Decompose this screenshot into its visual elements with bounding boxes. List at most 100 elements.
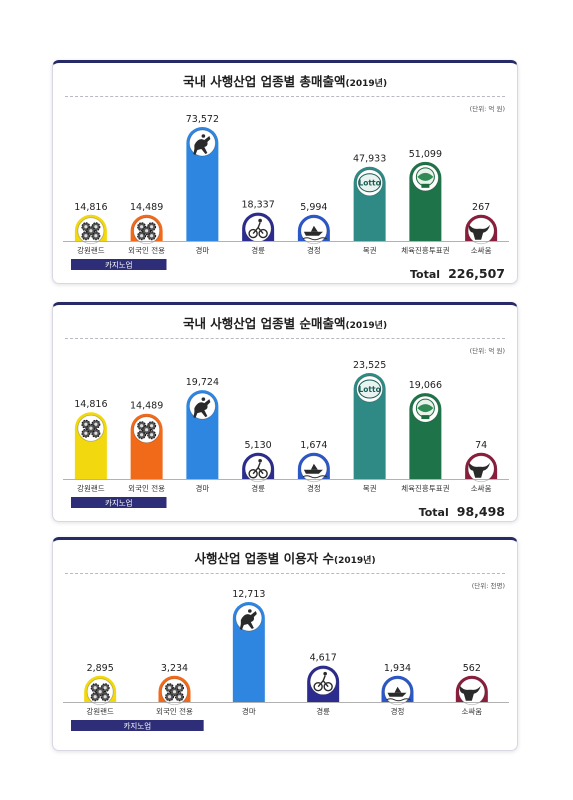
casino-chips-icon (133, 217, 161, 245)
value-label: 51,099 (409, 149, 442, 160)
lotto-icon: Lotto (356, 169, 384, 197)
value-label: 47,933 (353, 154, 386, 165)
title-divider (65, 338, 505, 339)
cycling-icon (244, 215, 272, 242)
bar-group: Lotto 47,933 복권 (352, 154, 387, 259)
bar-group: 5,994 경정 (296, 202, 331, 259)
total-sales-chart-card: 국내 사행산업 업종별 총매출액(2019년) (단위: 억 원) 14,816… (52, 60, 518, 284)
bar-group: 19,066 체육진흥투표권 (401, 380, 450, 497)
category-label: 체육진흥투표권 (401, 483, 449, 493)
value-label: 14,816 (74, 399, 107, 410)
bar-group: 19,724 경마 (185, 377, 220, 497)
category-label: 외국인 전용 (128, 483, 165, 493)
group-label-bar (71, 259, 167, 270)
bar-group: 18,337 경륜 (241, 200, 276, 259)
bar-group: 1,934 경정 (380, 663, 415, 720)
sports-toto-icon (411, 395, 439, 423)
bullfight-icon (467, 217, 495, 245)
bar (353, 373, 386, 495)
bar-group: 5,130 경륜 (241, 440, 276, 497)
unit-label: (단위: 천명) (471, 582, 505, 590)
chart-title-year: (2019년) (345, 321, 388, 331)
category-label: 소싸움 (461, 706, 482, 716)
bar-group: 14,489 외국인 전용 (128, 401, 165, 497)
total-label: Total 98,498 (419, 504, 505, 519)
category-label: 경륜 (316, 706, 330, 716)
category-label: 경마 (195, 245, 209, 255)
chart-title: 국내 사행산업 업종별 순매출액(2019년) (53, 313, 517, 332)
value-label: 5,130 (245, 440, 272, 451)
horse-racing-icon (235, 604, 263, 632)
cycling-icon (244, 455, 272, 483)
chart-title: 사행산업 업종별 이용자 수(2019년) (53, 548, 517, 567)
value-label: 12,713 (232, 589, 265, 600)
svg-text:Lotto: Lotto (358, 385, 380, 394)
value-label: 562 (463, 663, 481, 674)
category-label: 강원랜드 (77, 483, 105, 493)
title-divider (65, 96, 505, 97)
group-label-bar (71, 720, 204, 731)
value-label: 18,337 (242, 200, 275, 211)
casino-chips-icon (77, 414, 105, 442)
value-label: 14,816 (74, 202, 107, 213)
casino-group-label: 카지노업 (71, 720, 204, 731)
bar-group: 51,099 체육진흥투표권 (401, 149, 450, 259)
chart-title-year: (2019년) (345, 79, 388, 89)
category-label: 체육진흥투표권 (401, 245, 449, 255)
value-label: 14,489 (130, 202, 163, 213)
bar-group: 12,713 경마 (231, 589, 266, 720)
bullfight-icon (458, 678, 486, 706)
casino-group-label: 카지노업 (71, 497, 167, 508)
category-label: 강원랜드 (86, 706, 114, 716)
category-label: 소싸움 (471, 483, 492, 493)
chart-title-text: 사행산업 업종별 이용자 수 (194, 551, 334, 566)
users-bar-chart: 2,895 강원랜드 3,234 외국인 전용 12,713 경마 4,617 경륜 1,934… (63, 589, 509, 731)
category-label: 복권 (363, 246, 377, 255)
group-label-text: 카지노업 (124, 722, 152, 731)
casino-chips-icon (133, 416, 161, 444)
value-label: 2,895 (87, 663, 114, 674)
category-label: 경마 (242, 706, 256, 716)
value-label: 74 (475, 440, 487, 451)
bar-group: 267 소싸움 (464, 202, 499, 259)
svg-text:Lotto: Lotto (358, 179, 380, 188)
bar-group: 14,816 강원랜드 (73, 202, 108, 259)
casino-chips-icon (86, 678, 114, 706)
total-label: Total 226,507 (410, 266, 505, 281)
bar-group: 1,674 경정 (296, 440, 331, 497)
total-value: 226,507 (448, 266, 505, 281)
bar-group: 14,816 강원랜드 (73, 399, 108, 497)
bar-group: 2,895 강원랜드 (83, 663, 118, 720)
boat-racing-icon (300, 455, 328, 483)
unit-label: (단위: 억 원) (469, 347, 505, 355)
chart-title-text: 국내 사행산업 업종별 총매출액 (182, 74, 346, 89)
users-chart-card: 사행산업 업종별 이용자 수(2019년) (단위: 천명) 2,895 강원랜드… (52, 537, 518, 751)
category-label: 외국인 전용 (156, 706, 193, 716)
bar-group: 73,572 경마 (185, 114, 220, 259)
category-label: 복권 (363, 484, 377, 493)
category-label: 경정 (391, 706, 405, 716)
lotto-icon: Lotto (356, 375, 384, 403)
horse-racing-icon (188, 129, 216, 157)
bullfight-icon (467, 455, 495, 483)
value-label: 1,674 (300, 440, 327, 451)
cycling-icon (309, 668, 337, 696)
value-label: 4,617 (310, 653, 337, 664)
group-label-bar (71, 497, 167, 508)
casino-chips-icon (161, 678, 188, 706)
sports-toto-icon (411, 164, 439, 192)
value-label: 1,934 (384, 663, 411, 674)
category-label: 외국인 전용 (128, 245, 165, 255)
chart-title: 국내 사행산업 업종별 총매출액(2019년) (53, 71, 517, 90)
boat-racing-icon (300, 217, 328, 245)
net-sales-bar-chart: 14,816 강원랜드 14,489 외국인 전용 19,724 경마 5,130 경륜 1,6… (63, 360, 509, 508)
group-label-text: 카지노업 (105, 261, 133, 270)
value-label: 14,489 (130, 401, 163, 412)
value-label: 5,994 (300, 202, 327, 213)
bar-group: 3,234 외국인 전용 (156, 663, 193, 720)
bar-group: 14,489 외국인 전용 (128, 202, 165, 259)
group-label-text: 카지노업 (105, 499, 133, 508)
total-value: 98,498 (456, 504, 505, 519)
category-label: 경륜 (251, 245, 265, 255)
bar-group: Lotto 23,525 복권 (352, 360, 387, 497)
